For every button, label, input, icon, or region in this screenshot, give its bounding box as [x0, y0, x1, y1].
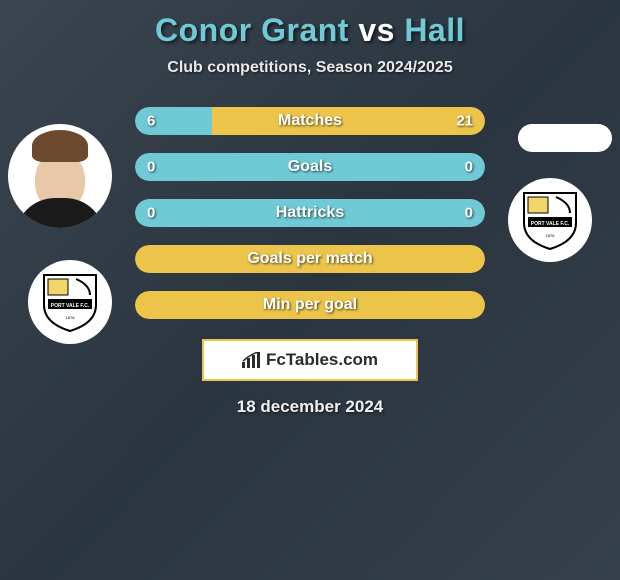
stat-label: Min per goal [135, 296, 485, 314]
svg-text:PORT VALE F.C.: PORT VALE F.C. [531, 221, 570, 227]
stat-label: Goals per match [135, 250, 485, 268]
chart-icon [242, 352, 262, 368]
vs-text: vs [358, 12, 395, 48]
stat-label: Matches [135, 112, 485, 130]
brand-box[interactable]: FcTables.com [202, 339, 418, 381]
svg-text:1876: 1876 [66, 315, 76, 320]
date-text: 18 december 2024 [10, 397, 610, 417]
svg-text:1876: 1876 [546, 233, 556, 238]
svg-text:PORT VALE F.C.: PORT VALE F.C. [51, 303, 90, 309]
stat-label: Goals [135, 158, 485, 176]
stat-row: 00Hattricks [135, 199, 485, 227]
player2-club-badge: PORT VALE F.C. 1876 [508, 178, 592, 262]
stat-row: 621Matches [135, 107, 485, 135]
player2-name: Hall [404, 12, 465, 48]
comparison-title: Conor Grant vs Hall [10, 12, 610, 49]
player1-club-badge: PORT VALE F.C. 1876 [28, 260, 112, 344]
brand-text: FcTables.com [266, 350, 378, 370]
stats-list: 621Matches 00Goals 00Hattricks Goals per ma… [135, 107, 485, 319]
subtitle: Club competitions, Season 2024/2025 [10, 59, 610, 77]
stat-label: Hattricks [135, 204, 485, 222]
player1-avatar [8, 124, 112, 228]
stat-row: Goals per match [135, 245, 485, 273]
player1-name: Conor Grant [155, 12, 349, 48]
stat-row: Min per goal [135, 291, 485, 319]
stat-row: 00Goals [135, 153, 485, 181]
player2-avatar [518, 124, 612, 152]
